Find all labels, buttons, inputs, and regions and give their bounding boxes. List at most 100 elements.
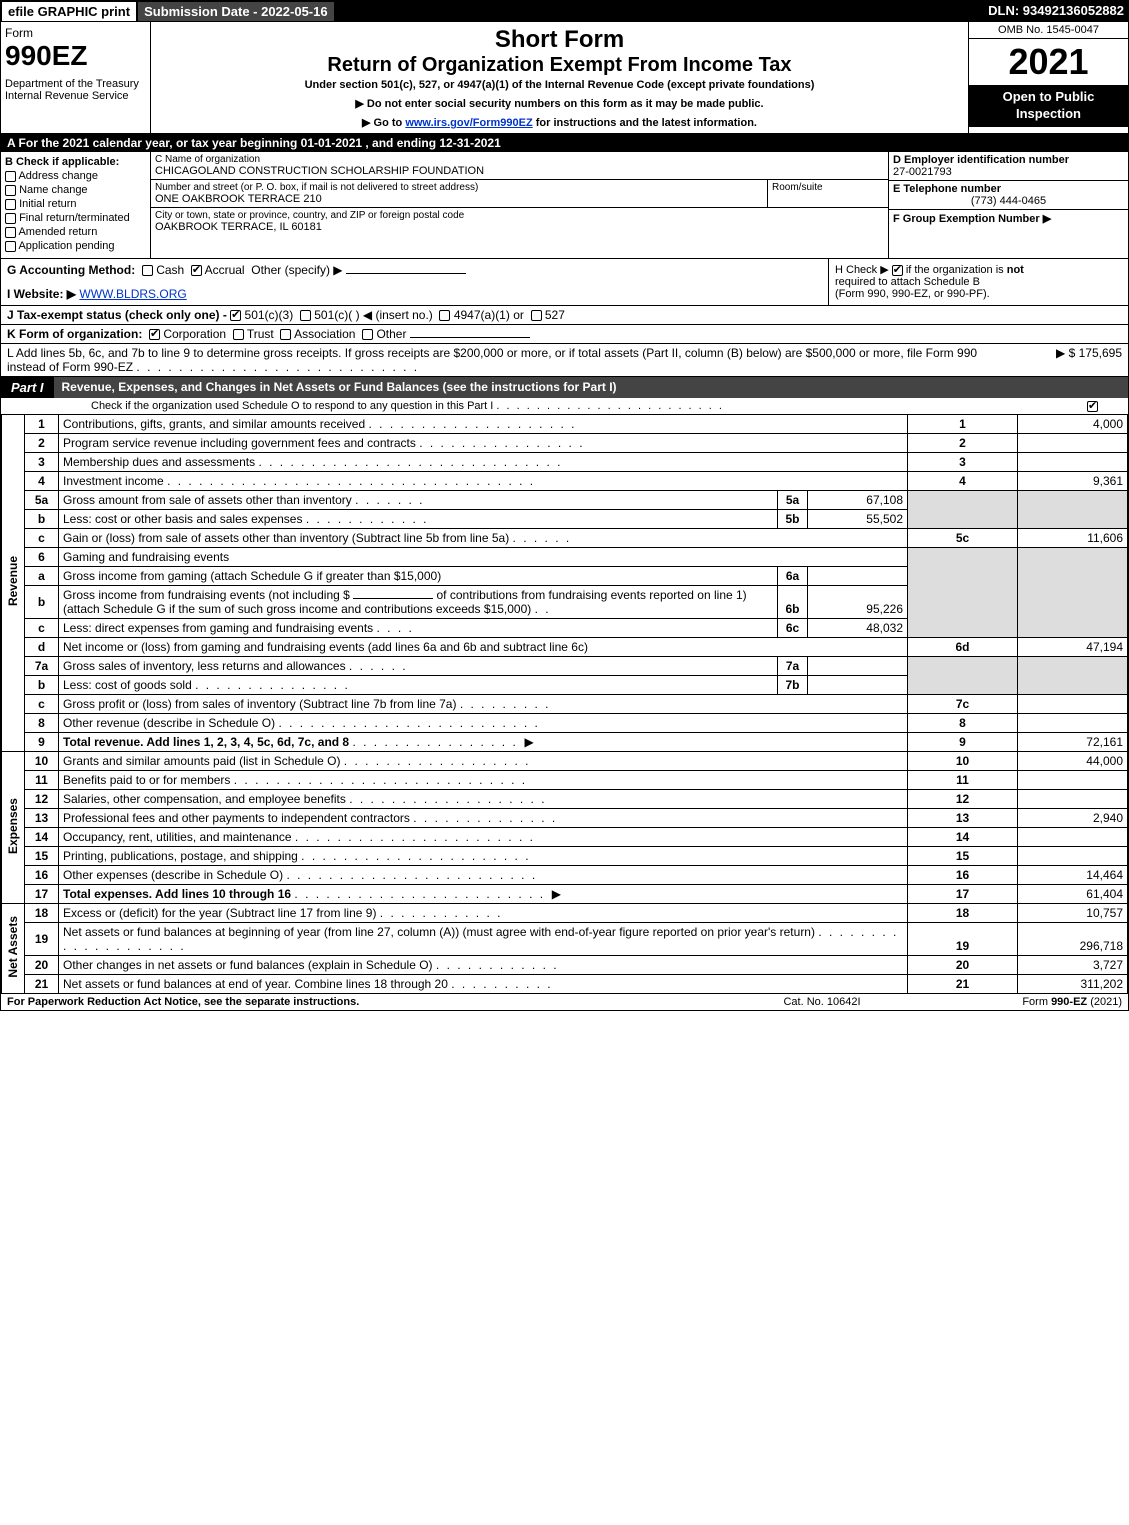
- h-box: H Check ▶ if the organization is not req…: [828, 259, 1128, 305]
- ck-application-pending[interactable]: Application pending: [5, 240, 146, 252]
- ck-name-change[interactable]: Name change: [5, 184, 146, 196]
- c-name-row: C Name of organization CHICAGOLAND CONST…: [151, 152, 888, 180]
- irs-link[interactable]: www.irs.gov/Form990EZ: [405, 117, 532, 129]
- g-label: G Accounting Method:: [7, 263, 135, 277]
- ck-cash[interactable]: [142, 265, 153, 276]
- r6b-iv: 95,226: [808, 586, 908, 619]
- header-row: Form 990EZ Department of the Treasury In…: [1, 22, 1128, 134]
- r5b-in: 5b: [778, 510, 808, 529]
- r3-n: 3: [25, 453, 59, 472]
- ck-amended-return[interactable]: Amended return: [5, 226, 146, 238]
- h-pre: H Check ▶: [835, 264, 892, 276]
- r14-d: Occupancy, rent, utilities, and maintena…: [63, 830, 292, 844]
- part1-title: Revenue, Expenses, and Changes in Net As…: [54, 377, 1128, 398]
- l-text: L Add lines 5b, 6c, and 7b to line 9 to …: [7, 346, 1002, 374]
- ck-final-return[interactable]: Final return/terminated: [5, 212, 146, 224]
- f-group: F Group Exemption Number ▶: [889, 210, 1128, 227]
- r6-d: Gaming and fundraising events: [59, 548, 908, 567]
- ck-initial-return[interactable]: Initial return: [5, 198, 146, 210]
- r17-d: Total expenses. Add lines 10 through 16: [63, 887, 291, 901]
- r3-rn: 3: [908, 453, 1018, 472]
- r18-d: Excess or (deficit) for the year (Subtra…: [63, 906, 376, 920]
- r1-rn: 1: [908, 415, 1018, 434]
- r11-n: 11: [25, 771, 59, 790]
- r19-v: 296,718: [1018, 923, 1128, 956]
- r19-n: 19: [25, 923, 59, 956]
- k-pre: K Form of organization:: [7, 327, 142, 341]
- c-name-label: C Name of organization: [155, 154, 884, 165]
- h-line3: (Form 990, 990-EZ, or 990-PF).: [835, 288, 1122, 300]
- r13-rn: 13: [908, 809, 1018, 828]
- form-number: 990EZ: [5, 40, 146, 72]
- ck-address-change[interactable]: Address change: [5, 170, 146, 182]
- r7a-in: 7a: [778, 657, 808, 676]
- ck-part1-scho[interactable]: [1087, 401, 1098, 412]
- r20-n: 20: [25, 956, 59, 975]
- goto-pre: ▶ Go to: [362, 117, 405, 129]
- c-addr-row: Number and street (or P. O. box, if mail…: [151, 180, 768, 207]
- r6d-rn: 6d: [908, 638, 1018, 657]
- f-label: F Group Exemption Number ▶: [893, 213, 1051, 225]
- r9-arrow: ▶: [524, 735, 533, 749]
- r5a-iv: 67,108: [808, 491, 908, 510]
- r6c-iv: 48,032: [808, 619, 908, 638]
- r19-rn: 19: [908, 923, 1018, 956]
- vtab-expenses: Expenses: [6, 798, 20, 854]
- r18-n: 18: [25, 904, 59, 923]
- tax-year: 2021: [969, 39, 1128, 85]
- r16-d: Other expenses (describe in Schedule O): [63, 868, 283, 882]
- r14-rn: 14: [908, 828, 1018, 847]
- subtitle-ssn: ▶ Do not enter social security numbers o…: [159, 97, 960, 110]
- r9-v: 72,161: [1018, 733, 1128, 752]
- r21-rn: 21: [908, 975, 1018, 994]
- h-line2: required to attach Schedule B: [835, 276, 1122, 288]
- r4-d: Investment income: [63, 474, 164, 488]
- r6b-n: b: [25, 586, 59, 619]
- r6b-d: Gross income from fundraising events (no…: [59, 586, 778, 619]
- ck-4947[interactable]: [439, 310, 450, 321]
- ck-corp[interactable]: [149, 329, 160, 340]
- form-word: Form: [5, 26, 33, 40]
- c-city-label: City or town, state or province, country…: [155, 210, 884, 221]
- r6d-d: Net income or (loss) from gaming and fun…: [59, 638, 908, 657]
- r21-d: Net assets or fund balances at end of ye…: [63, 977, 448, 991]
- r16-v: 14,464: [1018, 866, 1128, 885]
- r7c-d: Gross profit or (loss) from sales of inv…: [63, 697, 456, 711]
- r6c-d: Less: direct expenses from gaming and fu…: [63, 621, 373, 635]
- ck-other-org[interactable]: [362, 329, 373, 340]
- r6b-in: 6b: [778, 586, 808, 619]
- r7a-n: 7a: [25, 657, 59, 676]
- ck-h[interactable]: [892, 265, 903, 276]
- submission-date-button[interactable]: Submission Date - 2022-05-16: [137, 1, 335, 22]
- efile-print-button[interactable]: efile GRAPHIC print: [1, 1, 137, 22]
- ck-501c[interactable]: [300, 310, 311, 321]
- r8-n: 8: [25, 714, 59, 733]
- d-label: D Employer identification number: [893, 154, 1124, 166]
- r11-d: Benefits paid to or for members: [63, 773, 230, 787]
- top-bar: efile GRAPHIC print Submission Date - 20…: [1, 1, 1128, 22]
- c-city-row: City or town, state or province, country…: [151, 208, 888, 235]
- footer-right: Form 990-EZ (2021): [922, 996, 1122, 1008]
- column-b: B Check if applicable: Address change Na…: [1, 152, 151, 258]
- r6d-n: d: [25, 638, 59, 657]
- r3-d: Membership dues and assessments: [63, 455, 255, 469]
- r20-rn: 20: [908, 956, 1018, 975]
- website-link[interactable]: WWW.BLDRS.ORG: [79, 287, 186, 301]
- ck-trust[interactable]: [233, 329, 244, 340]
- r1-d: Contributions, gifts, grants, and simila…: [63, 417, 365, 431]
- section-bcdef: B Check if applicable: Address change Na…: [1, 152, 1128, 259]
- r4-v: 9,361: [1018, 472, 1128, 491]
- footer-left: For Paperwork Reduction Act Notice, see …: [7, 996, 722, 1008]
- r1-n: 1: [25, 415, 59, 434]
- r7b-d: Less: cost of goods sold: [63, 678, 192, 692]
- ck-accrual[interactable]: [191, 265, 202, 276]
- goto-post: for instructions and the latest informat…: [533, 117, 757, 129]
- r2-v: [1018, 434, 1128, 453]
- r13-v: 2,940: [1018, 809, 1128, 828]
- ck-501c3[interactable]: [230, 310, 241, 321]
- ck-assoc[interactable]: [280, 329, 291, 340]
- ck-527[interactable]: [531, 310, 542, 321]
- r5a-n: 5a: [25, 491, 59, 510]
- r2-n: 2: [25, 434, 59, 453]
- r15-d: Printing, publications, postage, and shi…: [63, 849, 298, 863]
